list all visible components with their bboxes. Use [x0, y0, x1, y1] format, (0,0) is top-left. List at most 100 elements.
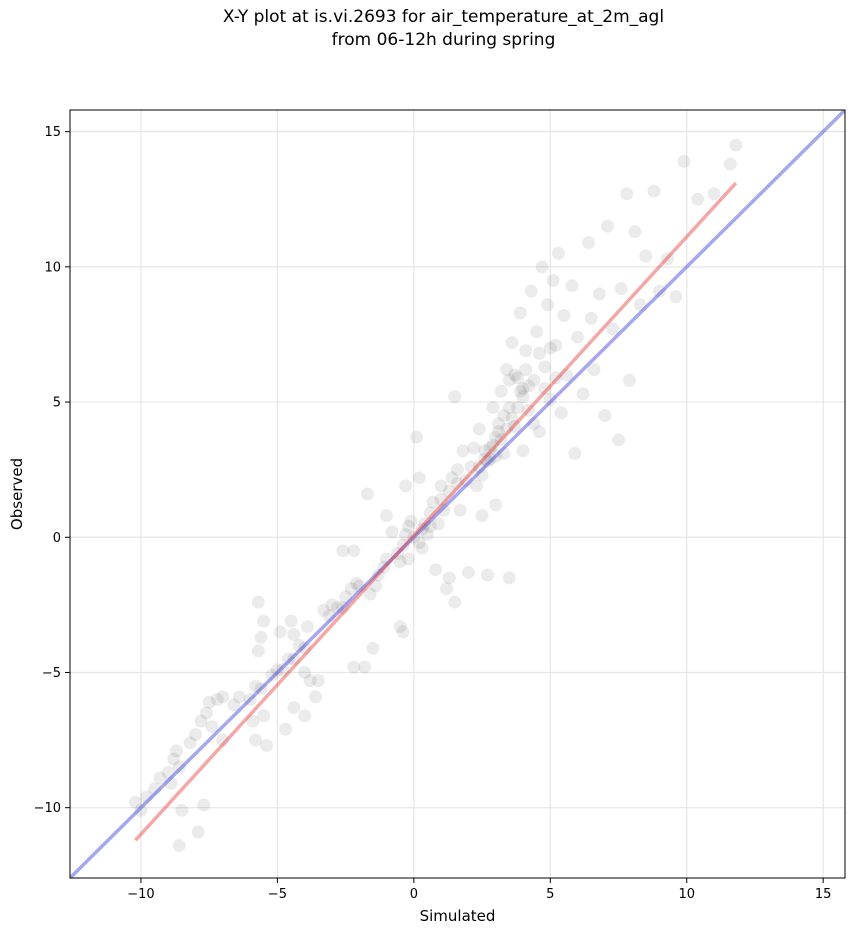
data-point — [519, 363, 533, 377]
data-point — [628, 225, 642, 239]
data-point — [287, 701, 301, 715]
data-point — [216, 690, 230, 704]
data-point — [707, 187, 721, 201]
data-point — [481, 568, 495, 582]
data-point — [199, 706, 213, 720]
data-point — [508, 368, 522, 382]
data-point — [527, 417, 541, 431]
x-axis-label: Simulated — [420, 907, 496, 925]
data-point — [172, 839, 186, 853]
data-point — [249, 733, 263, 747]
x-tick-label: 15 — [815, 887, 832, 902]
data-point — [560, 368, 574, 382]
data-point — [281, 652, 295, 666]
data-point — [380, 509, 394, 523]
data-point — [128, 795, 142, 809]
data-point — [587, 363, 601, 377]
x-tick-label: 5 — [546, 887, 554, 902]
data-point — [489, 430, 503, 444]
data-point — [254, 682, 268, 696]
data-point — [461, 565, 475, 579]
data-point — [554, 406, 568, 420]
data-point — [652, 284, 666, 298]
data-point — [565, 279, 579, 293]
data-point — [729, 138, 743, 152]
data-point — [456, 444, 470, 458]
data-point — [134, 803, 148, 817]
data-point — [169, 744, 183, 758]
x-tick-label: −10 — [127, 887, 154, 902]
data-point — [568, 446, 582, 460]
data-point — [497, 446, 511, 460]
data-point — [249, 679, 263, 693]
data-point — [516, 382, 530, 396]
data-point — [197, 798, 211, 812]
data-point — [339, 590, 353, 604]
data-point — [399, 479, 413, 493]
data-point — [513, 384, 527, 398]
data-point — [418, 517, 432, 531]
data-point — [491, 417, 505, 431]
data-point — [279, 722, 293, 736]
reference-lines — [70, 110, 845, 878]
data-point — [287, 628, 301, 642]
y-tick-label: 5 — [53, 396, 61, 411]
data-point — [352, 579, 366, 593]
chart-title: X-Y plot at is.vi.2693 for air_temperatu… — [0, 6, 854, 52]
data-point — [549, 371, 563, 385]
data-point — [497, 409, 511, 423]
data-point — [300, 620, 314, 634]
data-point — [581, 236, 595, 250]
data-point — [380, 552, 394, 566]
data-point — [448, 595, 462, 609]
data-point — [366, 641, 380, 655]
data-point — [401, 552, 415, 566]
data-point — [251, 644, 265, 658]
x-axis-ticks: −10 −5 0 5 10 15 — [127, 878, 831, 902]
data-point — [205, 720, 219, 734]
y-tick-label: 10 — [44, 260, 61, 275]
data-point — [489, 498, 503, 512]
data-point — [538, 382, 552, 396]
data-point — [505, 336, 519, 350]
data-point — [434, 492, 448, 506]
data-point — [633, 298, 647, 312]
data-point — [661, 252, 675, 266]
data-point — [459, 473, 473, 487]
data-points — [128, 138, 743, 853]
data-point — [369, 579, 383, 593]
data-point — [442, 484, 456, 498]
data-point — [437, 503, 451, 517]
data-point — [347, 660, 361, 674]
y-axis-label: Observed — [8, 458, 26, 530]
data-point — [511, 371, 525, 385]
data-point — [530, 325, 544, 339]
data-point — [532, 346, 546, 360]
data-point — [440, 582, 454, 596]
data-point — [519, 344, 533, 358]
data-point — [309, 690, 323, 704]
data-point — [189, 728, 203, 742]
data-point — [371, 568, 385, 582]
data-point — [336, 601, 350, 615]
data-point — [298, 709, 312, 723]
data-point — [532, 425, 546, 439]
data-point — [598, 409, 612, 423]
identity-line — [70, 110, 845, 878]
data-point — [502, 400, 516, 414]
data-point — [298, 641, 312, 655]
data-point — [483, 452, 497, 466]
data-point — [298, 665, 312, 679]
data-point — [541, 298, 555, 312]
data-point — [429, 563, 443, 577]
data-point — [486, 438, 500, 452]
data-point — [210, 693, 224, 707]
data-point — [259, 738, 273, 752]
data-point — [191, 825, 205, 839]
fit-line — [134, 181, 738, 842]
data-point — [691, 192, 705, 206]
data-point — [396, 625, 410, 639]
data-point — [606, 322, 620, 336]
data-point — [614, 281, 628, 295]
